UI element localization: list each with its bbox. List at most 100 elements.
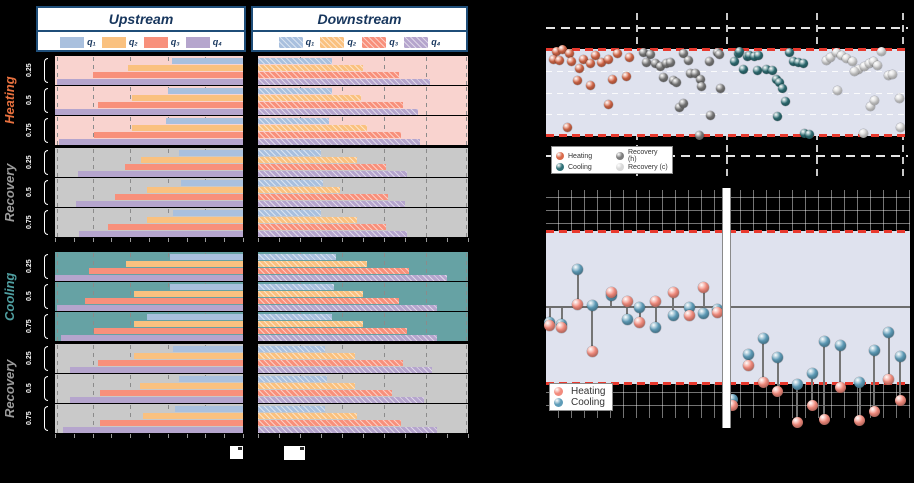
bar-q3 xyxy=(92,72,243,78)
scatter-point-recovery-c- xyxy=(872,61,882,71)
scatter-point-recovery-c- xyxy=(826,53,836,63)
axis-tick xyxy=(55,434,56,438)
scatter-point-recovery-h- xyxy=(704,56,714,66)
bar-row-heating-0.5-up xyxy=(55,86,243,115)
bar-row-recovery-0.75-up xyxy=(55,404,243,433)
axis-tick xyxy=(111,238,113,242)
column-header-downstream: Downstream q₁ q₂ q₃ q₄ xyxy=(251,6,468,52)
axis-tick xyxy=(342,238,343,242)
axis-tick xyxy=(363,238,364,242)
panel-gridline xyxy=(465,86,467,115)
row-bracket xyxy=(44,150,48,175)
bar-q1 xyxy=(167,88,243,94)
panel-gridline xyxy=(130,374,132,403)
stem-legend-heating: Heating xyxy=(554,386,608,397)
panel-gridline xyxy=(92,148,94,177)
bar-q2 xyxy=(258,95,361,101)
stem-line xyxy=(762,338,765,383)
bar-q3 xyxy=(258,420,401,426)
bar-q1 xyxy=(179,376,243,382)
axis-tick xyxy=(224,434,226,438)
row-bracket xyxy=(44,406,48,431)
axis-tick xyxy=(363,434,364,438)
stem-marker-cooling xyxy=(868,344,880,356)
scatter-point-cooling xyxy=(805,129,815,139)
q4-label: q₄ xyxy=(212,37,222,47)
panel-gridline xyxy=(130,344,132,373)
axis-tick xyxy=(243,238,244,242)
scatter-legend-cooling: Cooling xyxy=(556,163,608,171)
bar-row-recovery-0.25-up xyxy=(55,344,243,373)
q1-hatched-swatch xyxy=(278,36,303,48)
bar-q4 xyxy=(58,139,243,145)
row-label-0.5: 0.5 xyxy=(26,291,33,302)
bar-q4 xyxy=(62,427,243,433)
stem-marker-cooling xyxy=(854,376,866,388)
panel-gridline xyxy=(384,86,385,115)
row-label-0.25: 0.25 xyxy=(26,155,33,170)
axis-tick xyxy=(224,238,226,242)
cooling-marker-icon xyxy=(556,163,564,171)
bar-q4 xyxy=(56,79,243,85)
axis-tick xyxy=(258,238,259,242)
scatter-point-heating xyxy=(572,75,582,85)
chip-glyph xyxy=(300,447,304,450)
bar-q3 xyxy=(258,164,387,170)
heating-marker-icon xyxy=(556,152,564,160)
q4-swatch xyxy=(185,36,210,48)
q2-hatched-swatch xyxy=(320,36,345,48)
bar-row-recovery-0.25-down xyxy=(258,344,468,373)
bar-q2 xyxy=(139,383,243,389)
scatter-point-recovery-c- xyxy=(868,56,878,66)
legend-item-q2: q₂ xyxy=(101,36,138,48)
bar-q2 xyxy=(132,125,243,131)
stem-line xyxy=(796,384,799,423)
scatter-legend-heating: Heating xyxy=(556,152,608,160)
axis-tick xyxy=(130,434,132,438)
axis-tick xyxy=(405,434,406,438)
bar-q1 xyxy=(165,118,243,124)
stem-marker-heating xyxy=(572,298,584,310)
panel-gridline xyxy=(426,208,427,237)
panel-gridline xyxy=(465,374,467,403)
bar-q4 xyxy=(258,231,408,237)
axis-tick xyxy=(92,238,94,242)
row-label-0.25: 0.25 xyxy=(26,259,33,274)
row-bracket xyxy=(44,118,48,143)
scatter-point-cooling xyxy=(772,112,782,122)
q2-swatch xyxy=(101,36,126,48)
stem-marker-heating xyxy=(683,309,695,321)
panel-gridline xyxy=(130,208,132,237)
axis-tick xyxy=(186,238,188,242)
axis-tick xyxy=(321,238,322,242)
legend-item-q3-hatched: q₃ xyxy=(362,36,398,48)
panel-gridline xyxy=(465,178,467,207)
panel-gridline xyxy=(384,208,385,237)
stem-line xyxy=(576,269,579,308)
q1-label: q₁ xyxy=(87,37,96,47)
panel-gridline xyxy=(56,404,58,433)
scatter-point-recovery-h- xyxy=(651,59,661,69)
group-label-cooling-2: Cooling xyxy=(2,272,17,321)
axis-tick xyxy=(279,434,280,438)
row-label-0.5: 0.5 xyxy=(26,95,33,106)
q2-label: q₂ xyxy=(128,37,138,47)
panel-gridline xyxy=(130,312,132,341)
bar-q3 xyxy=(85,298,243,304)
row-bracket xyxy=(44,88,48,113)
bar-row-heating-0.25-up xyxy=(55,56,243,85)
heating-marker-icon xyxy=(554,387,563,396)
band-gridline xyxy=(546,114,905,116)
bar-row-recovery-0.5-down xyxy=(258,374,468,403)
bar-q1 xyxy=(258,118,330,124)
scatter-point-recovery-c- xyxy=(894,94,904,104)
bar-row-recovery-0.75-down xyxy=(258,404,468,433)
axis-tick xyxy=(55,238,56,242)
bar-q1 xyxy=(175,406,243,412)
scatter-point-cooling xyxy=(729,56,739,66)
panel-gridline xyxy=(426,404,427,433)
axis-tick xyxy=(92,434,94,438)
recovery-c-marker-icon xyxy=(616,163,624,171)
stem-line xyxy=(560,307,563,328)
scatter-point-cooling xyxy=(798,59,808,69)
